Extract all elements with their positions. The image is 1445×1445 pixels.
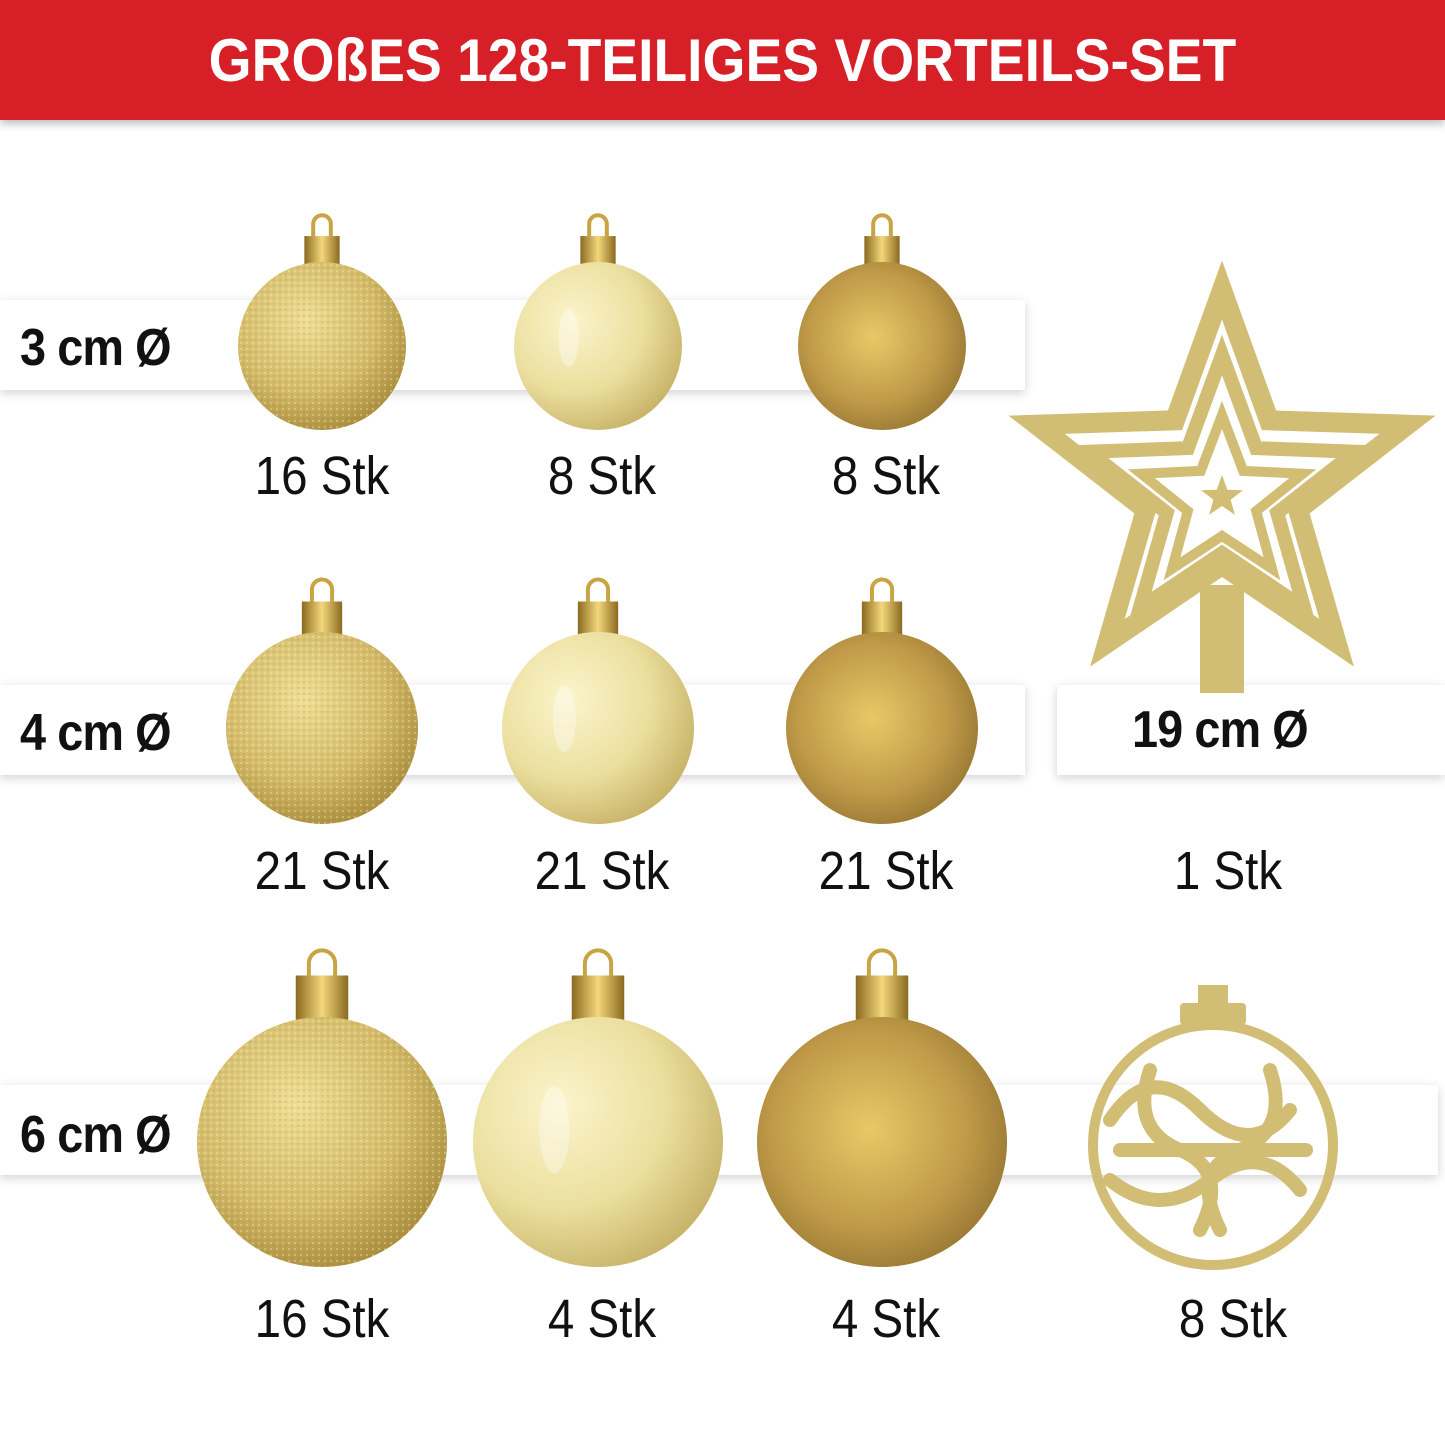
star-qty: 1 Stk xyxy=(1173,841,1283,901)
header-banner: GROßES 128-TEILIGES VORTEILS-SET xyxy=(0,0,1445,120)
qty-label: 21 Stk xyxy=(818,841,954,901)
shiny-ball xyxy=(473,948,723,1267)
qty-label: 16 Stk xyxy=(254,446,390,506)
shiny-ball xyxy=(502,577,694,824)
filigree-qty: 8 Stk xyxy=(1178,1289,1288,1349)
size-label: 6 cm Ø xyxy=(20,1106,172,1164)
qty-label: 8 Stk xyxy=(831,446,941,506)
filigree-ornament xyxy=(1088,985,1338,1270)
qty-label: 21 Stk xyxy=(534,841,670,901)
qty-label: 21 Stk xyxy=(254,841,390,901)
page-title: GROßES 128-TEILIGES VORTEILS-SET xyxy=(208,26,1237,94)
size-label: 4 cm Ø xyxy=(20,704,172,762)
star-band xyxy=(1057,685,1445,775)
qty-label: 4 Stk xyxy=(831,1289,941,1349)
star-size-label: 19 cm Ø xyxy=(1132,701,1309,759)
glitter-ball xyxy=(226,577,418,824)
qty-label: 4 Stk xyxy=(547,1289,657,1349)
matte-ball xyxy=(798,213,966,430)
glitter-ball xyxy=(197,948,447,1267)
matte-ball xyxy=(757,948,1007,1267)
size-label: 3 cm Ø xyxy=(20,319,172,377)
qty-label: 16 Stk xyxy=(254,1289,390,1349)
star-topper xyxy=(1008,260,1436,693)
qty-label: 8 Stk xyxy=(547,446,657,506)
shiny-ball xyxy=(514,213,682,430)
matte-ball xyxy=(786,577,978,824)
glitter-ball xyxy=(238,213,406,430)
